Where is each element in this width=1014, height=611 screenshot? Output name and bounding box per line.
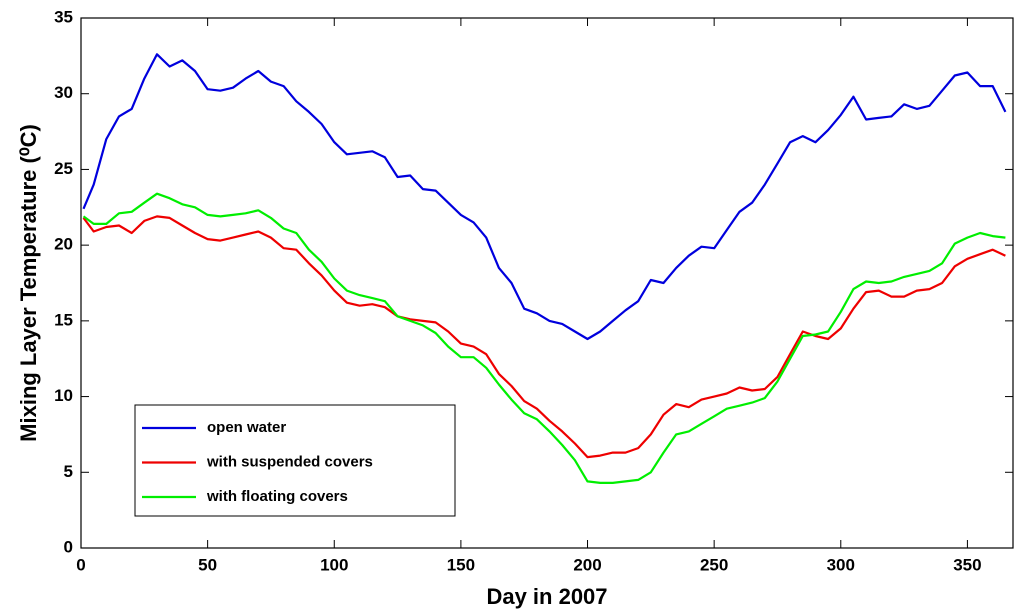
series-line <box>82 53 1007 341</box>
series-line <box>82 192 1006 484</box>
x-tick-label: 350 <box>953 555 981 574</box>
x-tick-label: 200 <box>573 555 601 574</box>
x-tick-label: 250 <box>700 555 728 574</box>
series-line <box>82 215 1006 459</box>
x-tick-label: 150 <box>447 555 475 574</box>
y-tick-label: 20 <box>54 235 73 254</box>
y-tick-label: 10 <box>54 386 73 405</box>
x-tick-label: 0 <box>76 555 85 574</box>
y-tick-label: 0 <box>64 537 73 556</box>
plot-frame <box>80 17 1014 549</box>
x-tick-label: 100 <box>320 555 348 574</box>
y-tick-label: 35 <box>54 7 73 26</box>
y-tick-label: 5 <box>64 462 73 481</box>
y-tick-label: 25 <box>54 159 73 178</box>
legend-label: open water <box>207 419 286 436</box>
y-tick-label: 30 <box>54 83 73 102</box>
x-tick-label: 300 <box>827 555 855 574</box>
y-axis-label: Mixing Layer Temperature (⁰C) <box>16 124 41 442</box>
y-tick-label: 15 <box>54 310 73 329</box>
legend-label: with floating covers <box>206 488 348 505</box>
legend-label: with suspended covers <box>206 453 373 470</box>
x-tick-label: 50 <box>198 555 217 574</box>
x-axis-label: Day in 2007 <box>486 584 607 609</box>
